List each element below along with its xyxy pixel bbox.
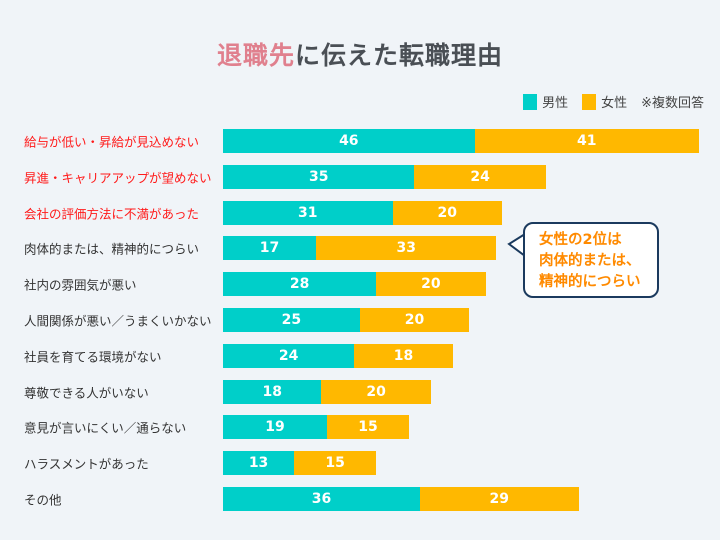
legend-swatch-female	[582, 93, 597, 110]
bar-male: 36	[223, 487, 420, 511]
bar-male: 35	[223, 164, 415, 189]
data-label: 24	[278, 347, 299, 364]
bar-male: 24	[223, 343, 355, 368]
data-label: 18	[393, 347, 414, 364]
callout-line: 肉体的または、	[539, 253, 641, 269]
bar-female: 15	[294, 451, 377, 476]
bar-female: 29	[419, 487, 579, 511]
title-highlight: 退職先	[216, 41, 295, 70]
callout-tail	[507, 233, 526, 257]
category-label: 会社の評価方法に不満があった	[24, 206, 200, 222]
data-label: 15	[325, 455, 345, 472]
bar-male: 31	[223, 200, 393, 225]
data-label: 20	[366, 383, 386, 400]
bar-female: 33	[315, 236, 497, 261]
data-label: 20	[404, 312, 425, 328]
bar-female: 24	[414, 164, 546, 189]
data-label: 33	[396, 240, 416, 257]
bar-female: 20	[392, 200, 502, 225]
data-label: 15	[358, 419, 378, 436]
title-rest: に伝えた転職理由	[295, 41, 504, 70]
bar-female: 20	[321, 379, 431, 404]
data-label: 25	[281, 312, 302, 328]
data-label: 31	[298, 204, 318, 221]
data-label: 46	[339, 133, 359, 149]
category-label: 社員を育てる環境がない	[24, 349, 162, 365]
category-label: 意見が言いにくい／通らない	[24, 420, 187, 436]
legend-swatch-male	[523, 93, 538, 110]
data-label: 35	[308, 168, 329, 185]
data-label: 19	[265, 419, 285, 436]
bar-male: 28	[223, 272, 377, 297]
data-label: 36	[311, 491, 332, 507]
bar-female: 41	[474, 129, 699, 153]
bar-male: 17	[223, 236, 316, 261]
bar-male: 25	[223, 308, 360, 332]
legend-item-male: 男性	[523, 92, 568, 111]
bar-female: 20	[376, 272, 486, 297]
bar-female: 18	[354, 343, 453, 368]
callout-line: 女性の2位は	[539, 232, 622, 248]
category-label: 肉体的または、精神的につらい	[24, 241, 200, 257]
bar-male: 18	[223, 379, 322, 404]
category-label: 尊敬できる人がいない	[24, 385, 149, 401]
category-label: 昇進・キャリアアップが望めない	[24, 170, 212, 186]
data-label: 20	[421, 276, 441, 293]
data-label: 20	[437, 204, 457, 221]
data-label: 17	[259, 240, 280, 257]
bar-male: 13	[223, 451, 295, 476]
category-label: その他	[24, 492, 62, 508]
data-label: 29	[489, 491, 509, 507]
legend-note: ※複数回答	[641, 96, 704, 111]
legend-label-female: 女性	[601, 96, 628, 111]
category-label: ハラスメントがあった	[24, 456, 149, 472]
bar-female: 15	[326, 415, 409, 440]
legend-item-female: 女性	[582, 92, 627, 111]
category-label: 人間関係が悪い／うまくいかない	[24, 313, 212, 329]
data-label: 18	[262, 383, 282, 400]
legend-label-male: 男性	[542, 96, 569, 111]
category-label: 給与が低い・昇給が見込めない	[24, 134, 200, 150]
bar-male: 19	[223, 415, 327, 440]
bar-male: 46	[223, 129, 475, 153]
data-label: 24	[470, 168, 490, 185]
bar-female: 20	[359, 308, 470, 332]
category-label: 社内の雰囲気が悪い	[24, 277, 137, 293]
data-label: 13	[248, 455, 269, 472]
data-label: 28	[289, 276, 310, 293]
data-label: 41	[577, 133, 597, 149]
callout-line: 精神的につらい	[539, 274, 641, 290]
callout-annotation: 女性の2位は 肉体的または、 精神的につらい	[523, 222, 659, 298]
legend: 男性 女性 ※複数回答	[523, 92, 704, 111]
chart-title: 退職先に伝えた転職理由	[0, 36, 720, 72]
